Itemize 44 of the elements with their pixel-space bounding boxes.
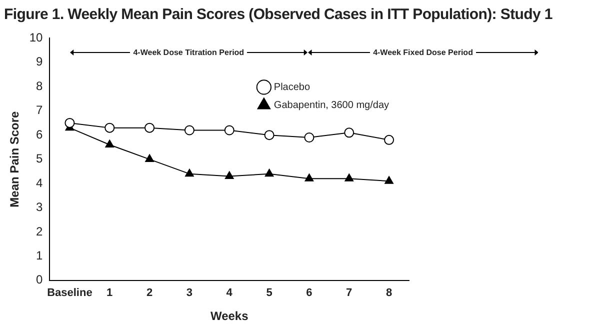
- point: [224, 171, 234, 180]
- x-tick-label: 8: [386, 287, 392, 300]
- x-tick-label: 6: [306, 287, 312, 300]
- x-tick-label: 3: [186, 287, 193, 300]
- x-tick-label: 5: [266, 287, 272, 300]
- x-tick-label: 4: [226, 287, 234, 300]
- annotation: 4-Week Dose Titration Period: [133, 48, 244, 58]
- y-axis-title: Mean Pain Score: [8, 110, 22, 208]
- x-tick-label: 2: [146, 287, 153, 300]
- y-tick-label: 2: [36, 224, 44, 238]
- legend-label: Placebo: [274, 82, 310, 93]
- x-tick-label: Baseline: [47, 287, 92, 300]
- point: [304, 174, 314, 182]
- x-axis-title: Weeks: [210, 309, 249, 324]
- point: [264, 168, 274, 177]
- y-tick-label: 4: [36, 176, 44, 190]
- y-tick-label: 8: [36, 78, 44, 93]
- legend-label: Gabapentin, 3600 mg/day: [274, 100, 390, 111]
- point: [104, 122, 115, 133]
- point: [185, 168, 194, 177]
- y-tick-label: 1: [36, 248, 44, 262]
- y-tick-label: 7: [36, 103, 44, 118]
- y-tick-label: 5: [36, 152, 44, 166]
- point: [264, 130, 274, 140]
- point: [344, 128, 354, 138]
- point: [384, 134, 394, 145]
- point: [344, 174, 354, 182]
- y-tick-label: 9: [36, 54, 44, 69]
- point: [384, 176, 394, 184]
- y-tick-label: 10: [29, 30, 44, 45]
- y-tick-label: 6: [36, 127, 44, 142]
- point: [304, 132, 314, 142]
- point: [64, 118, 75, 128]
- point: [224, 125, 234, 136]
- x-tick-label: 7: [346, 287, 352, 300]
- chart-title: Figure 1. Weekly Mean Pain Scores (Observed Cases in ITT Population): Study 1: [3, 5, 554, 25]
- y-tick-label: 3: [36, 200, 44, 214]
- annotation: 4-Week Fixed Dose Period: [373, 48, 473, 58]
- point: [184, 125, 194, 136]
- point: [145, 154, 154, 162]
- point: [144, 122, 155, 133]
- y-tick-label: 0: [36, 272, 44, 287]
- x-tick-label: 1: [106, 287, 113, 300]
- point: [105, 140, 114, 148]
